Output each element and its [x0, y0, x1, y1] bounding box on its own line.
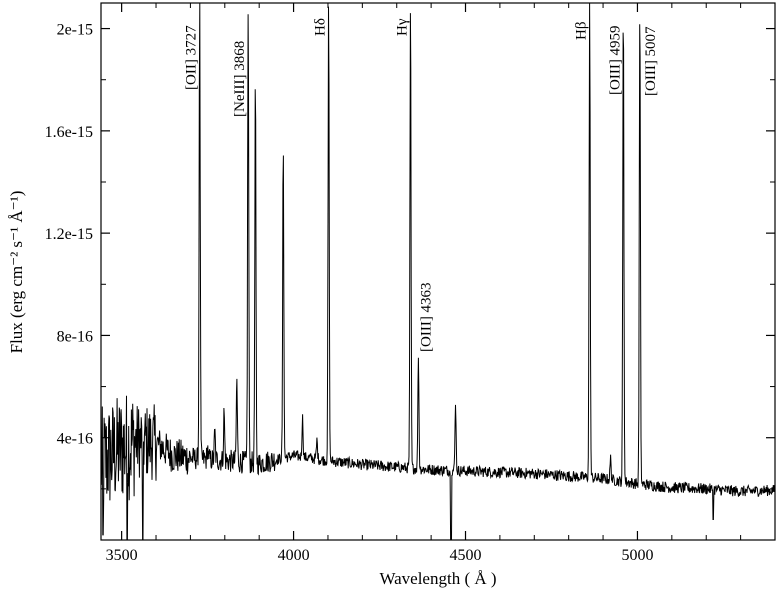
- x-tick-label: 5000: [621, 547, 653, 564]
- plot-frame: [100, 2, 776, 541]
- line-annotations: [OII] 3727 [NeIII] 3868 Hδ Hγ [OIII] 4363 Hβ […: [184, 18, 659, 352]
- line-annotation: Hβ: [574, 22, 590, 40]
- y-axis-label: Flux (erg cm⁻² s⁻¹ Å⁻¹): [7, 191, 26, 354]
- line-annotation: [OIII] 4959: [607, 25, 623, 95]
- y-tick-label: 2e-15: [57, 22, 93, 39]
- line-annotation: [OIII] 4363: [418, 282, 434, 352]
- x-tick-label: 4500: [450, 547, 482, 564]
- line-annotation: [OII] 3727: [184, 25, 200, 90]
- y-tick-label: 4e-16: [57, 431, 93, 448]
- x-axis-label: Wavelength ( Å ): [379, 569, 496, 588]
- line-annotation: [OIII] 5007: [643, 26, 659, 96]
- spectrum-series-line: [100, 2, 776, 541]
- y-tick-label: 1.6e-15: [45, 124, 93, 141]
- x-tick-label: 4000: [278, 547, 310, 564]
- line-annotation: Hδ: [313, 18, 329, 36]
- line-annotation: Hγ: [395, 18, 411, 36]
- ticks: 3500 4000 4500 5000 4e-16 8e-16 1.2e-15 1.6e-15…: [45, 3, 776, 564]
- x-tick-label: 3500: [106, 547, 138, 564]
- y-tick-label: 1.2e-15: [45, 226, 93, 243]
- line-annotation: [NeIII] 3868: [232, 41, 248, 117]
- y-tick-label: 8e-16: [57, 328, 93, 345]
